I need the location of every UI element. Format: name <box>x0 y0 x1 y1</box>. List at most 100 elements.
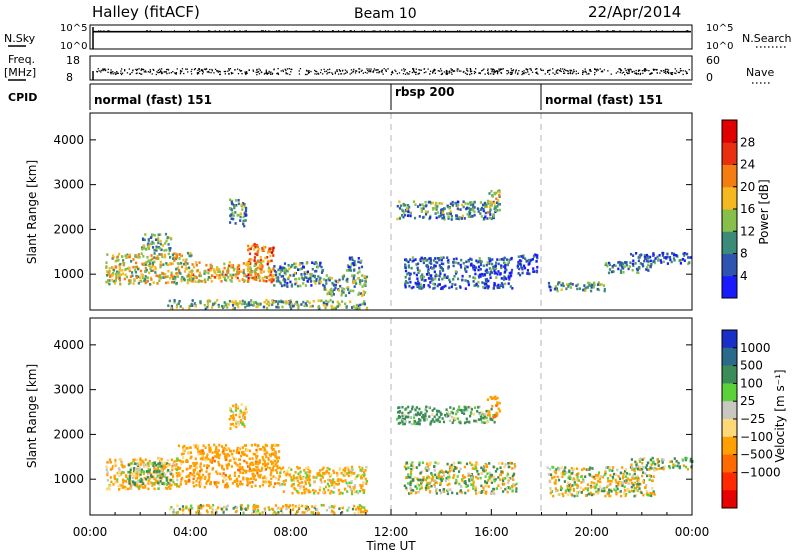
power-cell <box>425 212 428 216</box>
power-cell <box>271 275 274 279</box>
freq-point <box>415 71 417 73</box>
velocity-cell <box>553 475 556 479</box>
velocity-cell <box>621 484 624 487</box>
power-cell <box>155 274 158 277</box>
power-cell <box>318 278 321 281</box>
power-cell <box>426 210 429 214</box>
power-cell <box>438 283 441 286</box>
power-cell <box>106 274 109 277</box>
freq-point <box>487 71 489 73</box>
freq-point <box>467 70 469 72</box>
velocity-cell <box>612 466 615 469</box>
power-cell <box>469 263 473 266</box>
velocity-cell <box>333 481 336 484</box>
freq-panel-frame <box>89 55 693 81</box>
freq-point <box>671 72 673 74</box>
power-cell <box>462 261 465 265</box>
power-cell <box>249 247 252 251</box>
power-cell <box>259 270 262 274</box>
power-cell <box>130 260 133 263</box>
velocity-cell <box>635 466 638 469</box>
velocity-cell <box>179 483 182 486</box>
velocity-cell <box>135 458 138 462</box>
freq-point <box>453 70 455 72</box>
freq-point <box>277 72 279 74</box>
freq-point <box>354 70 357 72</box>
noise-point <box>364 30 366 32</box>
power-cell <box>234 275 237 278</box>
power-cell <box>430 262 433 265</box>
velocity-cell <box>359 469 362 472</box>
power-cell <box>467 207 470 210</box>
freq-point <box>567 70 569 72</box>
power-cell <box>402 215 405 219</box>
velocity-cell <box>455 478 458 482</box>
power-cell <box>632 259 635 263</box>
freq-point <box>354 72 357 74</box>
power-cell <box>217 267 220 271</box>
velocity-cell <box>264 468 267 471</box>
power-cell <box>487 211 490 214</box>
power-cell <box>270 251 274 254</box>
velocity-cell <box>466 484 469 488</box>
power-cell <box>441 208 444 211</box>
velocity-cell <box>590 493 594 497</box>
noise-point <box>265 30 266 32</box>
power-cell <box>647 269 650 272</box>
freq-point <box>500 72 503 74</box>
freq-point <box>149 70 152 72</box>
power-cell <box>273 300 277 304</box>
freq-point <box>404 69 406 71</box>
noise-point <box>619 30 621 32</box>
velocity-cell <box>506 490 509 494</box>
power-cell <box>249 267 252 271</box>
power-cell <box>154 238 158 241</box>
noise-point <box>596 30 598 32</box>
freq-point <box>434 69 436 71</box>
power-cell <box>277 268 280 272</box>
velocity-cell <box>119 458 122 461</box>
velocity-cell <box>147 482 150 485</box>
velocity-cell <box>273 453 276 456</box>
power-cell <box>144 233 147 236</box>
power-cell <box>468 210 471 214</box>
velocity-cell <box>167 485 170 489</box>
freq-point <box>187 71 189 73</box>
velocity-cell <box>566 487 569 491</box>
freq-point <box>170 72 172 74</box>
power-cell <box>664 256 667 259</box>
power-cell <box>159 264 162 267</box>
power-cell <box>106 281 110 284</box>
velocity-cell <box>270 471 273 474</box>
power-cell <box>330 307 333 311</box>
velocity-cell <box>165 479 168 482</box>
power-cell <box>183 277 186 280</box>
velocity-cell <box>216 485 219 489</box>
power-cell <box>645 257 648 261</box>
velocity-cell <box>450 415 453 419</box>
velocity-cell <box>342 480 345 483</box>
power-cell <box>428 261 431 265</box>
freq-point <box>406 72 408 74</box>
power-cell <box>471 264 475 267</box>
velocity-cell <box>407 411 410 415</box>
freq-point <box>396 73 398 75</box>
velocity-cell <box>414 413 418 416</box>
velocity-cell <box>469 473 473 477</box>
velocity-cell <box>494 470 498 473</box>
velocity-cell <box>123 479 126 483</box>
power-cell <box>297 306 300 310</box>
velocity-cell <box>418 461 421 464</box>
velocity-cell <box>205 480 209 483</box>
power-cell <box>229 198 232 202</box>
freq-point <box>502 68 504 70</box>
power-cell <box>253 259 256 262</box>
power-cell <box>422 216 425 219</box>
velocity-cell <box>505 486 508 490</box>
velocity-cell <box>215 470 218 474</box>
power-cell <box>467 283 470 287</box>
velocity-cell <box>214 455 217 458</box>
velocity-cell <box>605 485 609 489</box>
power-cell <box>355 282 358 285</box>
velocity-cell <box>339 467 342 470</box>
